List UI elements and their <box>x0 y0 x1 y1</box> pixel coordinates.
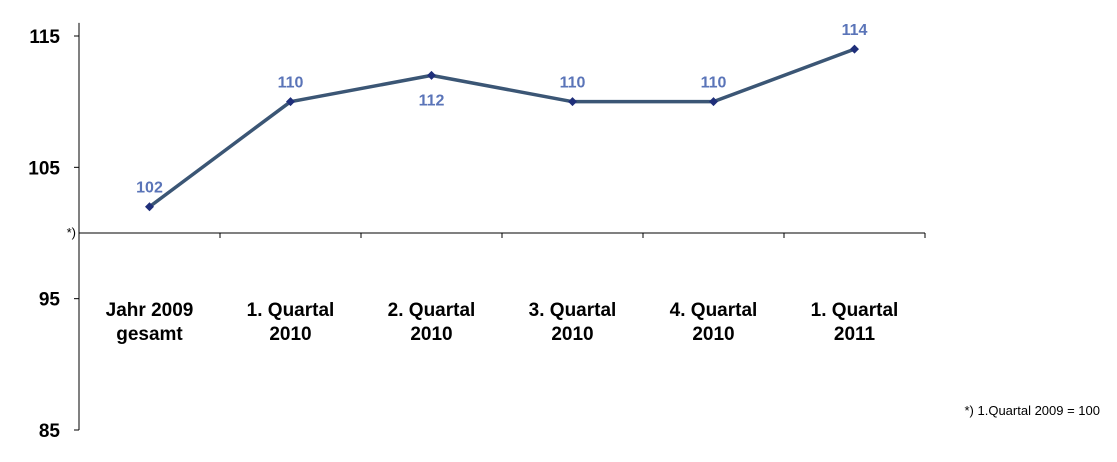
series-line <box>148 47 856 209</box>
y-tick-label: 95 <box>39 290 61 311</box>
x-tick-label: 2. Quartal 2010 <box>388 300 476 345</box>
footnote: *) 1.Quartal 2009 = 100 <box>964 403 1100 418</box>
y-axis-ticks: 115 105 95 85 <box>28 27 79 442</box>
x-tick-label: 1. Quartal 2010 <box>247 300 335 345</box>
data-point-marker <box>427 70 436 80</box>
y-tick-label: 115 <box>29 27 60 48</box>
x-tick-label: 3. Quartal 2010 <box>529 300 617 345</box>
x-tick-label: Jahr 2009 gesamt <box>106 300 194 345</box>
data-point-marker <box>850 44 859 54</box>
x-tick-label: 4. Quartal 2010 <box>670 300 758 345</box>
data-point-marker <box>286 97 295 107</box>
x-axis-labels: Jahr 2009 gesamt 1. Quartal 2010 2. Quartal 2… <box>106 300 899 345</box>
data-label: 114 <box>842 22 868 39</box>
data-labels: 102 110 112 110 110 114 <box>136 22 867 197</box>
x-tick-label: 1. Quartal 2011 <box>811 300 899 345</box>
axis-footnote-marker: *) <box>67 225 76 240</box>
data-point-marker <box>145 202 154 212</box>
data-point-marker <box>709 97 718 107</box>
y-tick-label: 85 <box>39 421 61 442</box>
axes <box>78 22 926 430</box>
data-label: 110 <box>701 75 727 92</box>
series <box>145 44 859 212</box>
data-label: 110 <box>278 75 304 92</box>
data-label: 102 <box>136 180 163 197</box>
data-label: 112 <box>419 92 445 109</box>
y-tick-label: 105 <box>28 158 60 179</box>
data-label: 110 <box>560 75 586 92</box>
data-point-marker <box>568 97 577 107</box>
